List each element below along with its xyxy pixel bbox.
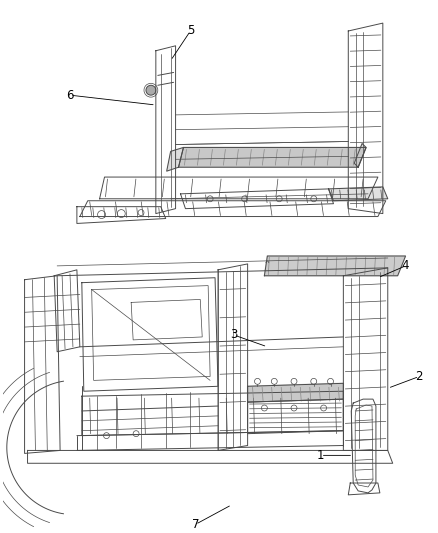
Text: 1: 1 <box>317 449 325 462</box>
Polygon shape <box>247 383 343 402</box>
Polygon shape <box>179 148 366 167</box>
Text: 7: 7 <box>191 518 199 531</box>
Text: 4: 4 <box>402 260 409 272</box>
Text: 5: 5 <box>187 25 194 37</box>
Polygon shape <box>265 256 406 276</box>
Circle shape <box>146 85 156 95</box>
Text: 2: 2 <box>416 370 423 383</box>
Polygon shape <box>328 187 388 201</box>
Polygon shape <box>354 143 366 167</box>
Text: 6: 6 <box>66 88 74 102</box>
Text: 3: 3 <box>230 328 237 342</box>
Polygon shape <box>167 148 184 171</box>
